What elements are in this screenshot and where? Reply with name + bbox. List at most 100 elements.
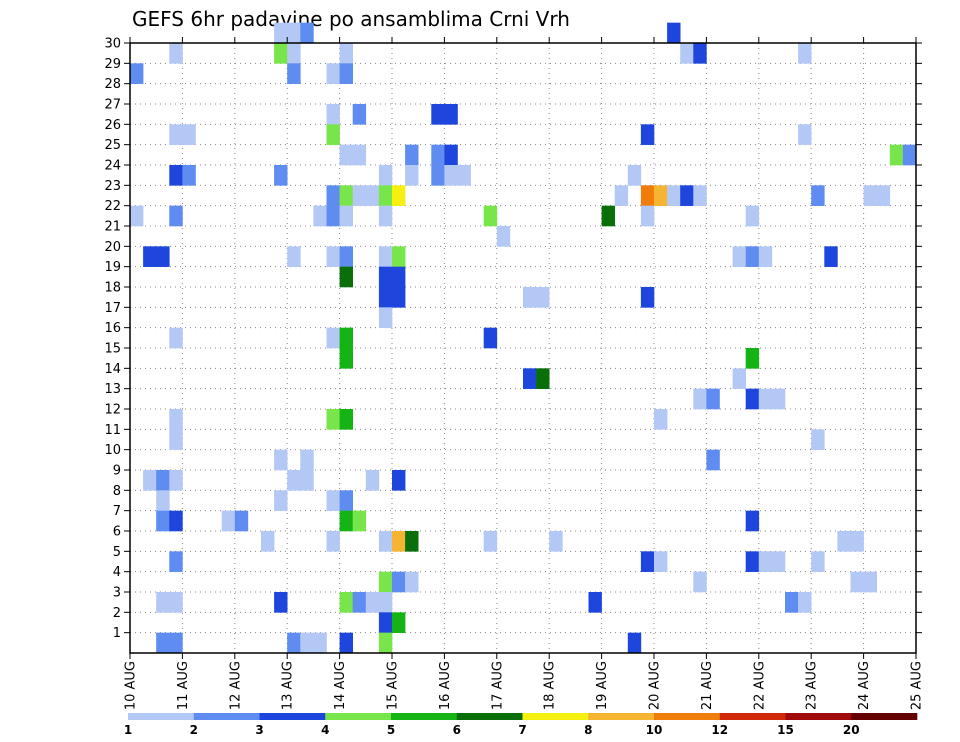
- y-tick-label: 1: [113, 626, 121, 641]
- heat-cell: [156, 632, 170, 654]
- heat-cell: [352, 144, 367, 166]
- heat-cell: [339, 348, 353, 369]
- heat-cell: [811, 185, 825, 206]
- heat-cell: [287, 22, 301, 44]
- heat-cell: [693, 388, 707, 410]
- y-tick-label: 22: [104, 199, 121, 214]
- colorbar-label: 2: [190, 723, 198, 737]
- heat-cell: [261, 531, 275, 552]
- heat-cell: [339, 185, 353, 206]
- heat-cell: [601, 205, 615, 227]
- heat-cell: [169, 327, 183, 349]
- y-tick-label: 17: [104, 301, 121, 316]
- heat-cell: [785, 592, 799, 613]
- heat-cell: [326, 327, 340, 349]
- y-tick-label: 7: [113, 504, 121, 519]
- heat-cell: [339, 409, 353, 430]
- heat-cell: [378, 165, 393, 186]
- colorbar-swatch: [719, 713, 786, 720]
- y-tick-label: 8: [113, 484, 121, 499]
- x-tick-label: 18 AUG: [543, 661, 558, 710]
- heat-cell: [824, 246, 838, 267]
- chart-title: GEFS 6hr padavine po ansamblima Crni Vrh: [132, 7, 570, 31]
- heat-cell: [627, 632, 642, 654]
- x-tick-label: 13 AUG: [281, 661, 296, 710]
- heat-cell: [169, 510, 183, 532]
- heat-cell: [863, 571, 877, 593]
- heat-cell: [274, 449, 288, 471]
- heat-cell: [156, 246, 170, 267]
- colorbar-label: 4: [321, 723, 329, 737]
- y-tick-label: 14: [104, 362, 121, 377]
- colorbar-swatch: [851, 713, 918, 720]
- colorbar-label: 12: [711, 723, 728, 737]
- heat-cell: [300, 449, 314, 471]
- colorbar-swatch: [391, 713, 458, 720]
- heat-cell: [798, 124, 812, 145]
- colorbar-swatch: [128, 713, 195, 720]
- colorbar-swatch: [193, 713, 260, 720]
- heat-cell: [130, 63, 144, 84]
- y-tick-label: 12: [104, 403, 121, 418]
- y-tick-label: 20: [104, 240, 121, 255]
- heat-cell: [378, 246, 393, 267]
- heat-cell: [326, 531, 340, 552]
- heat-cell: [706, 388, 720, 410]
- heat-cell: [300, 632, 314, 654]
- heat-cell: [745, 551, 760, 572]
- heat-cell: [130, 205, 144, 227]
- heat-cell: [339, 43, 353, 64]
- y-tick-label: 27: [104, 98, 121, 113]
- heat-cell: [811, 551, 825, 572]
- x-tick-label: 20 AUG: [648, 661, 663, 710]
- heat-cell: [431, 104, 445, 125]
- x-axis-ticks: 10 AUG 11 AUG 12 AUG 13 AUG 14 AUG 15 AUG 16 A…: [124, 37, 925, 710]
- heat-cell: [837, 531, 851, 552]
- x-tick-label: 22 AUG: [752, 661, 767, 710]
- heat-cell: [640, 551, 655, 572]
- heat-cell: [536, 368, 550, 389]
- heat-cell: [523, 368, 537, 389]
- heat-cell: [326, 246, 340, 267]
- x-tick-label: 14 AUG: [333, 661, 348, 710]
- heat-cell: [431, 165, 445, 186]
- heat-cell: [405, 571, 419, 593]
- heat-cell: [352, 510, 367, 532]
- heat-cell: [483, 327, 498, 349]
- heat-cell: [378, 185, 393, 206]
- heat-cell: [850, 531, 864, 552]
- heat-cell: [326, 490, 340, 511]
- heat-cell: [339, 632, 353, 654]
- heat-cell: [143, 246, 157, 267]
- heat-cell: [156, 490, 170, 511]
- heat-cell: [457, 165, 471, 186]
- y-tick-label: 25: [104, 138, 121, 153]
- heat-cell: [745, 348, 760, 369]
- heat-cell: [640, 185, 655, 206]
- y-tick-label: 24: [104, 159, 121, 174]
- heat-cell: [326, 185, 340, 206]
- heat-cell: [667, 22, 681, 44]
- y-tick-label: 5: [113, 545, 121, 560]
- colorbar-label: 5: [387, 723, 395, 737]
- y-tick-label: 6: [113, 525, 121, 540]
- heat-cell: [378, 571, 393, 593]
- heat-cell: [798, 43, 812, 64]
- y-tick-label: 13: [104, 382, 121, 397]
- heat-cell: [287, 470, 301, 491]
- heat-cell: [169, 470, 183, 491]
- heat-cell: [536, 287, 550, 308]
- heat-cell: [758, 246, 773, 267]
- heat-cell: [745, 510, 760, 532]
- colorbar-label: 6: [453, 723, 461, 737]
- grid-lines: [130, 43, 916, 653]
- y-tick-label: 3: [113, 586, 121, 601]
- heat-cell: [483, 205, 498, 227]
- heat-cell: [378, 592, 393, 613]
- heat-cell: [169, 632, 183, 654]
- heat-cell: [182, 124, 196, 145]
- heat-cell: [654, 551, 668, 572]
- y-tick-label: 30: [104, 37, 121, 52]
- colorbar-label: 10: [646, 723, 663, 737]
